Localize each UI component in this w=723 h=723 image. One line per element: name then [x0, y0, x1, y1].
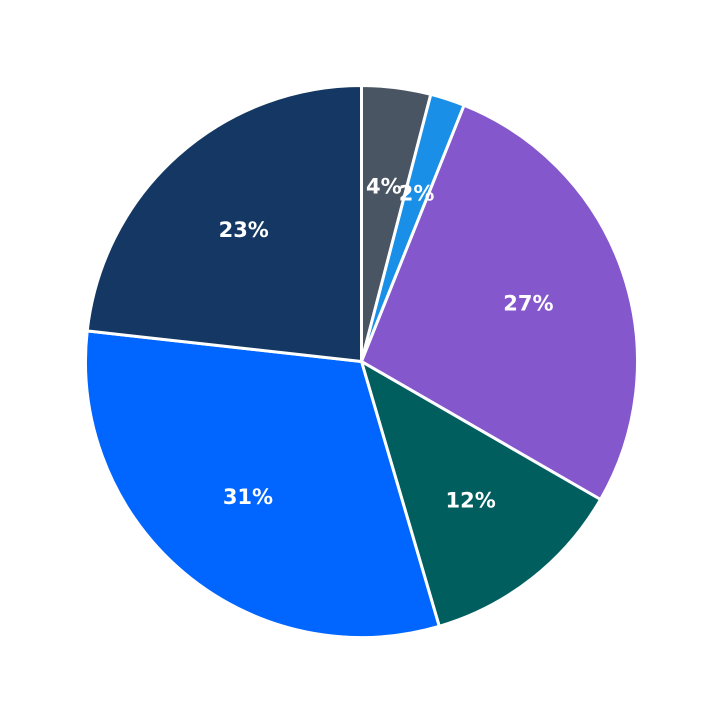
pie-slices [84, 84, 639, 639]
pie-slice-label-1: 2% [399, 182, 435, 206]
pie-slice-label-4: 31% [223, 485, 273, 509]
pie-slice-label-2: 27% [503, 292, 553, 316]
pie-slice-label-5: 23% [219, 218, 269, 242]
pie-slice-label-0: 4% [366, 174, 402, 198]
pie-slice-5 [85, 84, 363, 363]
pie-slice-label-3: 12% [446, 488, 496, 512]
pie-labels: 4%2% 27% 12% 31% 23% [219, 174, 554, 512]
pie-slice-4 [84, 329, 441, 639]
